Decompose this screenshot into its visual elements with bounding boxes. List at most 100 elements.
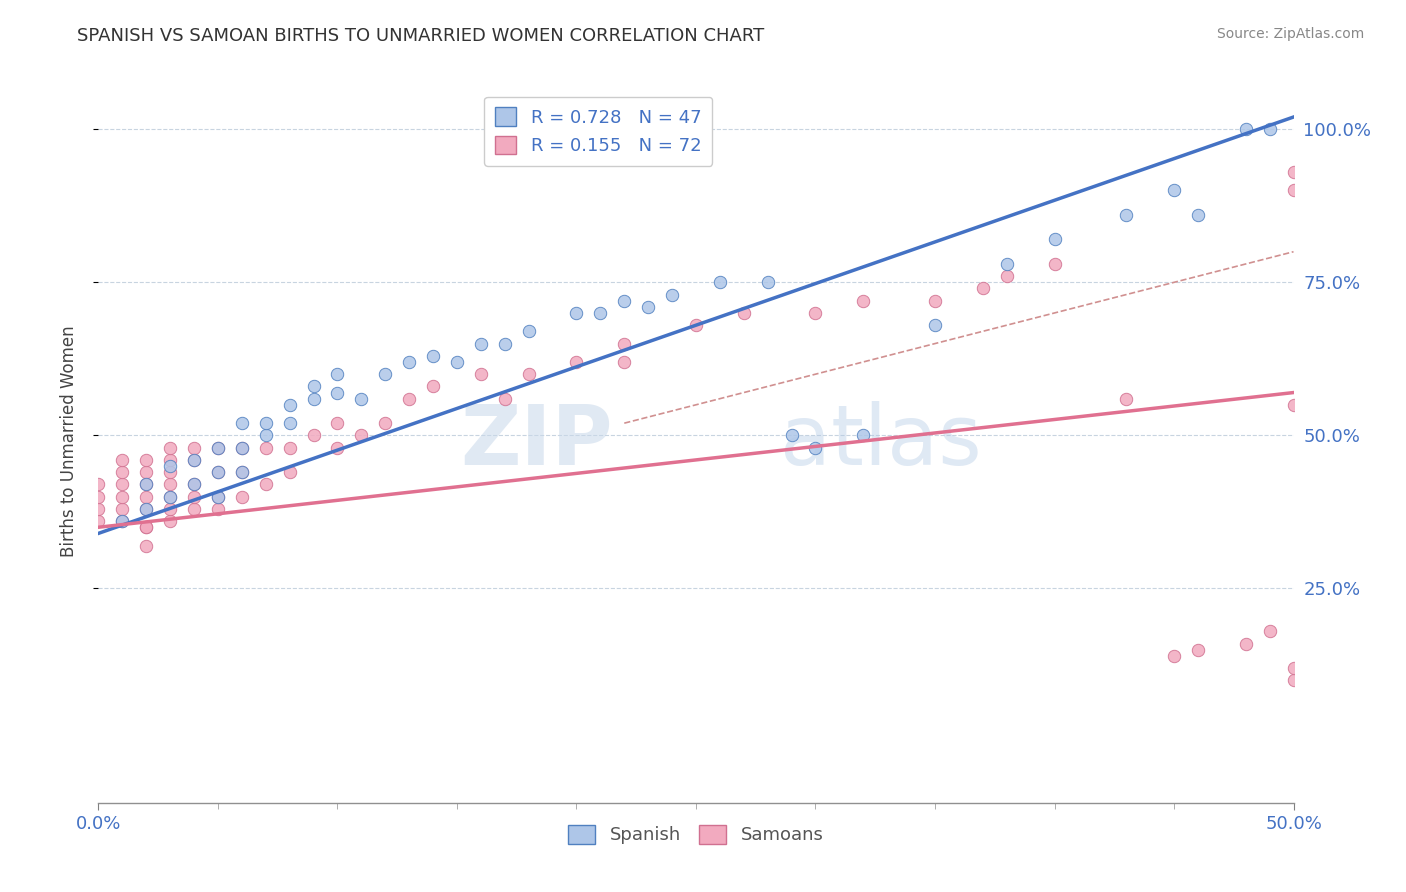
Point <box>231 441 253 455</box>
Point <box>111 465 134 479</box>
Point <box>207 490 229 504</box>
Point <box>1282 165 1305 179</box>
Point <box>302 392 325 406</box>
Point <box>231 465 253 479</box>
Text: atlas: atlas <box>779 401 981 482</box>
Point <box>780 428 803 442</box>
Point <box>804 306 827 320</box>
Point <box>972 281 994 295</box>
Point <box>1258 122 1281 136</box>
Point <box>159 477 181 491</box>
Text: SPANISH VS SAMOAN BIRTHS TO UNMARRIED WOMEN CORRELATION CHART: SPANISH VS SAMOAN BIRTHS TO UNMARRIED WO… <box>77 27 765 45</box>
Point <box>613 355 636 369</box>
Point <box>183 477 205 491</box>
Point <box>159 441 181 455</box>
Point <box>350 392 373 406</box>
Point <box>589 306 612 320</box>
Point <box>159 458 181 473</box>
Point <box>87 514 110 528</box>
Point <box>159 453 181 467</box>
Point <box>852 428 875 442</box>
Point <box>685 318 707 333</box>
Point <box>183 441 205 455</box>
Point <box>278 465 301 479</box>
Point <box>254 428 277 442</box>
Point <box>231 465 253 479</box>
Point <box>87 490 110 504</box>
Point <box>207 490 229 504</box>
Point <box>1115 392 1137 406</box>
Point <box>159 490 181 504</box>
Point <box>159 502 181 516</box>
Point <box>302 379 325 393</box>
Point <box>446 355 468 369</box>
Point <box>231 416 253 430</box>
Point <box>565 306 588 320</box>
Point <box>326 416 349 430</box>
Point <box>374 367 396 381</box>
Point <box>87 477 110 491</box>
Point <box>135 453 157 467</box>
Point <box>804 441 827 455</box>
Point <box>135 477 157 491</box>
Point <box>637 300 659 314</box>
Point <box>159 490 181 504</box>
Point <box>709 276 731 290</box>
Point <box>565 355 588 369</box>
Point <box>1282 661 1305 675</box>
Point <box>995 257 1018 271</box>
Point <box>517 367 540 381</box>
Point <box>470 336 492 351</box>
Point <box>111 490 134 504</box>
Point <box>278 398 301 412</box>
Point <box>517 324 540 338</box>
Point <box>183 490 205 504</box>
Point <box>183 453 205 467</box>
Point <box>1187 642 1209 657</box>
Point <box>183 453 205 467</box>
Point <box>422 379 444 393</box>
Point <box>1115 208 1137 222</box>
Point <box>135 477 157 491</box>
Point <box>661 287 683 301</box>
Point <box>374 416 396 430</box>
Point <box>326 385 349 400</box>
Point <box>183 477 205 491</box>
Point <box>159 465 181 479</box>
Point <box>398 355 420 369</box>
Point <box>756 276 779 290</box>
Point <box>350 428 373 442</box>
Point <box>254 441 277 455</box>
Point <box>494 392 516 406</box>
Point <box>207 441 229 455</box>
Point <box>1187 208 1209 222</box>
Point <box>470 367 492 381</box>
Point <box>183 502 205 516</box>
Point <box>231 441 253 455</box>
Point <box>924 318 946 333</box>
Point <box>111 502 134 516</box>
Point <box>87 502 110 516</box>
Point <box>995 269 1018 284</box>
Point <box>733 306 755 320</box>
Point <box>1043 257 1066 271</box>
Point <box>1043 232 1066 246</box>
Point <box>852 293 875 308</box>
Legend: Spanish, Samoans: Spanish, Samoans <box>561 818 831 852</box>
Point <box>1163 648 1185 663</box>
Point <box>254 477 277 491</box>
Point <box>1258 624 1281 639</box>
Point <box>135 539 157 553</box>
Point <box>494 336 516 351</box>
Point <box>207 502 229 516</box>
Point <box>135 490 157 504</box>
Point <box>1282 398 1305 412</box>
Point <box>302 428 325 442</box>
Point <box>1282 673 1305 688</box>
Point <box>398 392 420 406</box>
Point <box>326 367 349 381</box>
Point <box>135 502 157 516</box>
Point <box>231 490 253 504</box>
Point <box>207 465 229 479</box>
Point <box>326 441 349 455</box>
